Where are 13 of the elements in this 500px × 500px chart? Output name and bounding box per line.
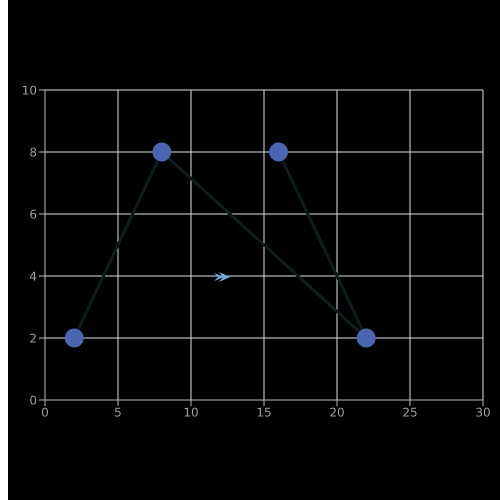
y-tick-label: 4 xyxy=(29,269,37,284)
x-tick-label: 10 xyxy=(183,406,199,420)
y-tick-label: 8 xyxy=(29,145,37,160)
y-tick-label: 0 xyxy=(29,393,37,408)
y-tick-label: 10 xyxy=(22,83,37,98)
y-tick-label: 6 xyxy=(29,207,37,222)
y-tick-label: 2 xyxy=(29,331,37,346)
x-tick-label: 25 xyxy=(402,406,418,420)
x-tick-label: 5 xyxy=(114,406,122,420)
x-tick-label: 30 xyxy=(475,406,491,420)
x-tick-label: 15 xyxy=(256,406,272,420)
x-tick-label: 0 xyxy=(41,406,49,420)
x-tick-label: 20 xyxy=(329,406,345,420)
